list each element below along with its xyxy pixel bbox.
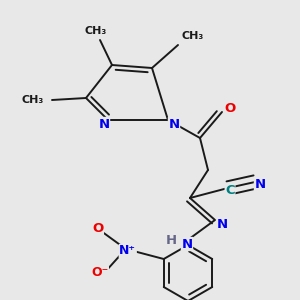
Text: N: N bbox=[98, 118, 110, 130]
Text: O⁻: O⁻ bbox=[91, 266, 108, 280]
Text: N: N bbox=[168, 118, 180, 130]
Text: N: N bbox=[182, 238, 193, 250]
Text: H: H bbox=[165, 233, 177, 247]
Text: CH₃: CH₃ bbox=[22, 95, 44, 105]
Text: CH₃: CH₃ bbox=[85, 26, 107, 36]
Text: N⁺: N⁺ bbox=[119, 244, 136, 257]
Text: N: N bbox=[216, 218, 228, 230]
Text: O: O bbox=[92, 223, 103, 236]
Text: CH₃: CH₃ bbox=[182, 31, 204, 41]
Text: N: N bbox=[254, 178, 266, 190]
Text: O: O bbox=[224, 101, 236, 115]
Text: C: C bbox=[225, 184, 235, 196]
